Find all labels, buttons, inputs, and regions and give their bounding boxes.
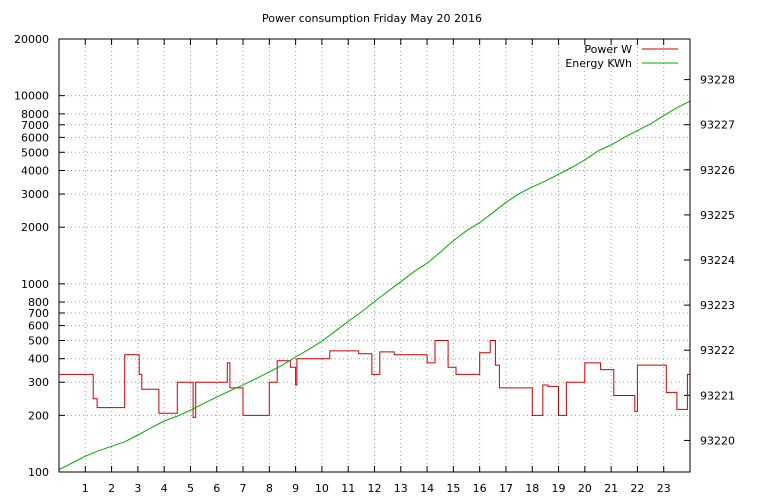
grid-layer — [59, 39, 690, 472]
y-tick-label: 5000 — [21, 146, 49, 159]
x-tick-label: 7 — [240, 482, 247, 495]
y-tick-label: 2000 — [21, 221, 49, 234]
y-tick-label: 7000 — [21, 119, 49, 132]
y-tick-label: 3000 — [21, 188, 49, 201]
y-tick-label: 400 — [28, 353, 49, 366]
x-tick-label: 1 — [82, 482, 89, 495]
x-tick-label: 10 — [315, 482, 329, 495]
x-tick-label: 2 — [108, 482, 115, 495]
x-tick-label: 8 — [266, 482, 273, 495]
y-tick-label: 1000 — [21, 278, 49, 291]
x-tick-label: 23 — [657, 482, 671, 495]
x-tick-label: 12 — [368, 482, 382, 495]
x-tick-label: 22 — [630, 482, 644, 495]
x-tick-label: 18 — [525, 482, 539, 495]
x-tick-label: 15 — [446, 482, 460, 495]
y-tick-label: 200 — [28, 409, 49, 422]
y2-tick-label: 93228 — [700, 74, 735, 87]
chart-title: Power consumption Friday May 20 2016 — [262, 12, 482, 25]
y-tick-label: 700 — [28, 307, 49, 320]
series-layer — [58, 100, 691, 471]
legend: Power W Energy KWh — [565, 43, 678, 70]
x-tick-label: 6 — [213, 482, 220, 495]
y-tick-label: 300 — [28, 376, 49, 389]
y2-tick-label: 93224 — [700, 254, 735, 267]
x-tick-label: 21 — [604, 482, 618, 495]
x-tick-label: 16 — [473, 482, 487, 495]
x-tick-label: 4 — [161, 482, 168, 495]
y-tick-label: 20000 — [14, 33, 49, 46]
y2-tick-label: 93225 — [700, 209, 735, 222]
y2-tick-label: 93223 — [700, 299, 735, 312]
x-tick-label: 17 — [499, 482, 513, 495]
y-tick-label: 4000 — [21, 165, 49, 178]
y2-tick-label: 93222 — [700, 344, 735, 357]
y2-tick-label: 93221 — [700, 389, 735, 402]
y2-tick-label: 93227 — [700, 119, 735, 132]
x-tick-label: 14 — [420, 482, 434, 495]
y-tick-label: 10000 — [14, 90, 49, 103]
x-tick-label: 9 — [292, 482, 299, 495]
x-tick-label: 3 — [134, 482, 141, 495]
y2-tick-label: 93220 — [700, 434, 735, 447]
y-tick-label: 600 — [28, 320, 49, 333]
legend-label-power: Power W — [584, 43, 632, 56]
y2-tick-label: 93226 — [700, 164, 735, 177]
energy-series-line — [58, 100, 691, 471]
y-tick-label: 800 — [28, 296, 49, 309]
y-tick-label: 500 — [28, 334, 49, 347]
x-tick-label: 20 — [578, 482, 592, 495]
x-tick-label: 11 — [341, 482, 355, 495]
y-tick-label: 6000 — [21, 131, 49, 144]
y-tick-label: 8000 — [21, 108, 49, 121]
legend-label-energy: Energy KWh — [565, 57, 632, 70]
x-tick-label: 13 — [394, 482, 408, 495]
x-tick-label: 5 — [187, 482, 194, 495]
power-series-line — [59, 340, 690, 418]
plot-frame — [58, 38, 691, 473]
y-tick-label: 100 — [28, 466, 49, 479]
x-tick-label: 19 — [552, 482, 566, 495]
